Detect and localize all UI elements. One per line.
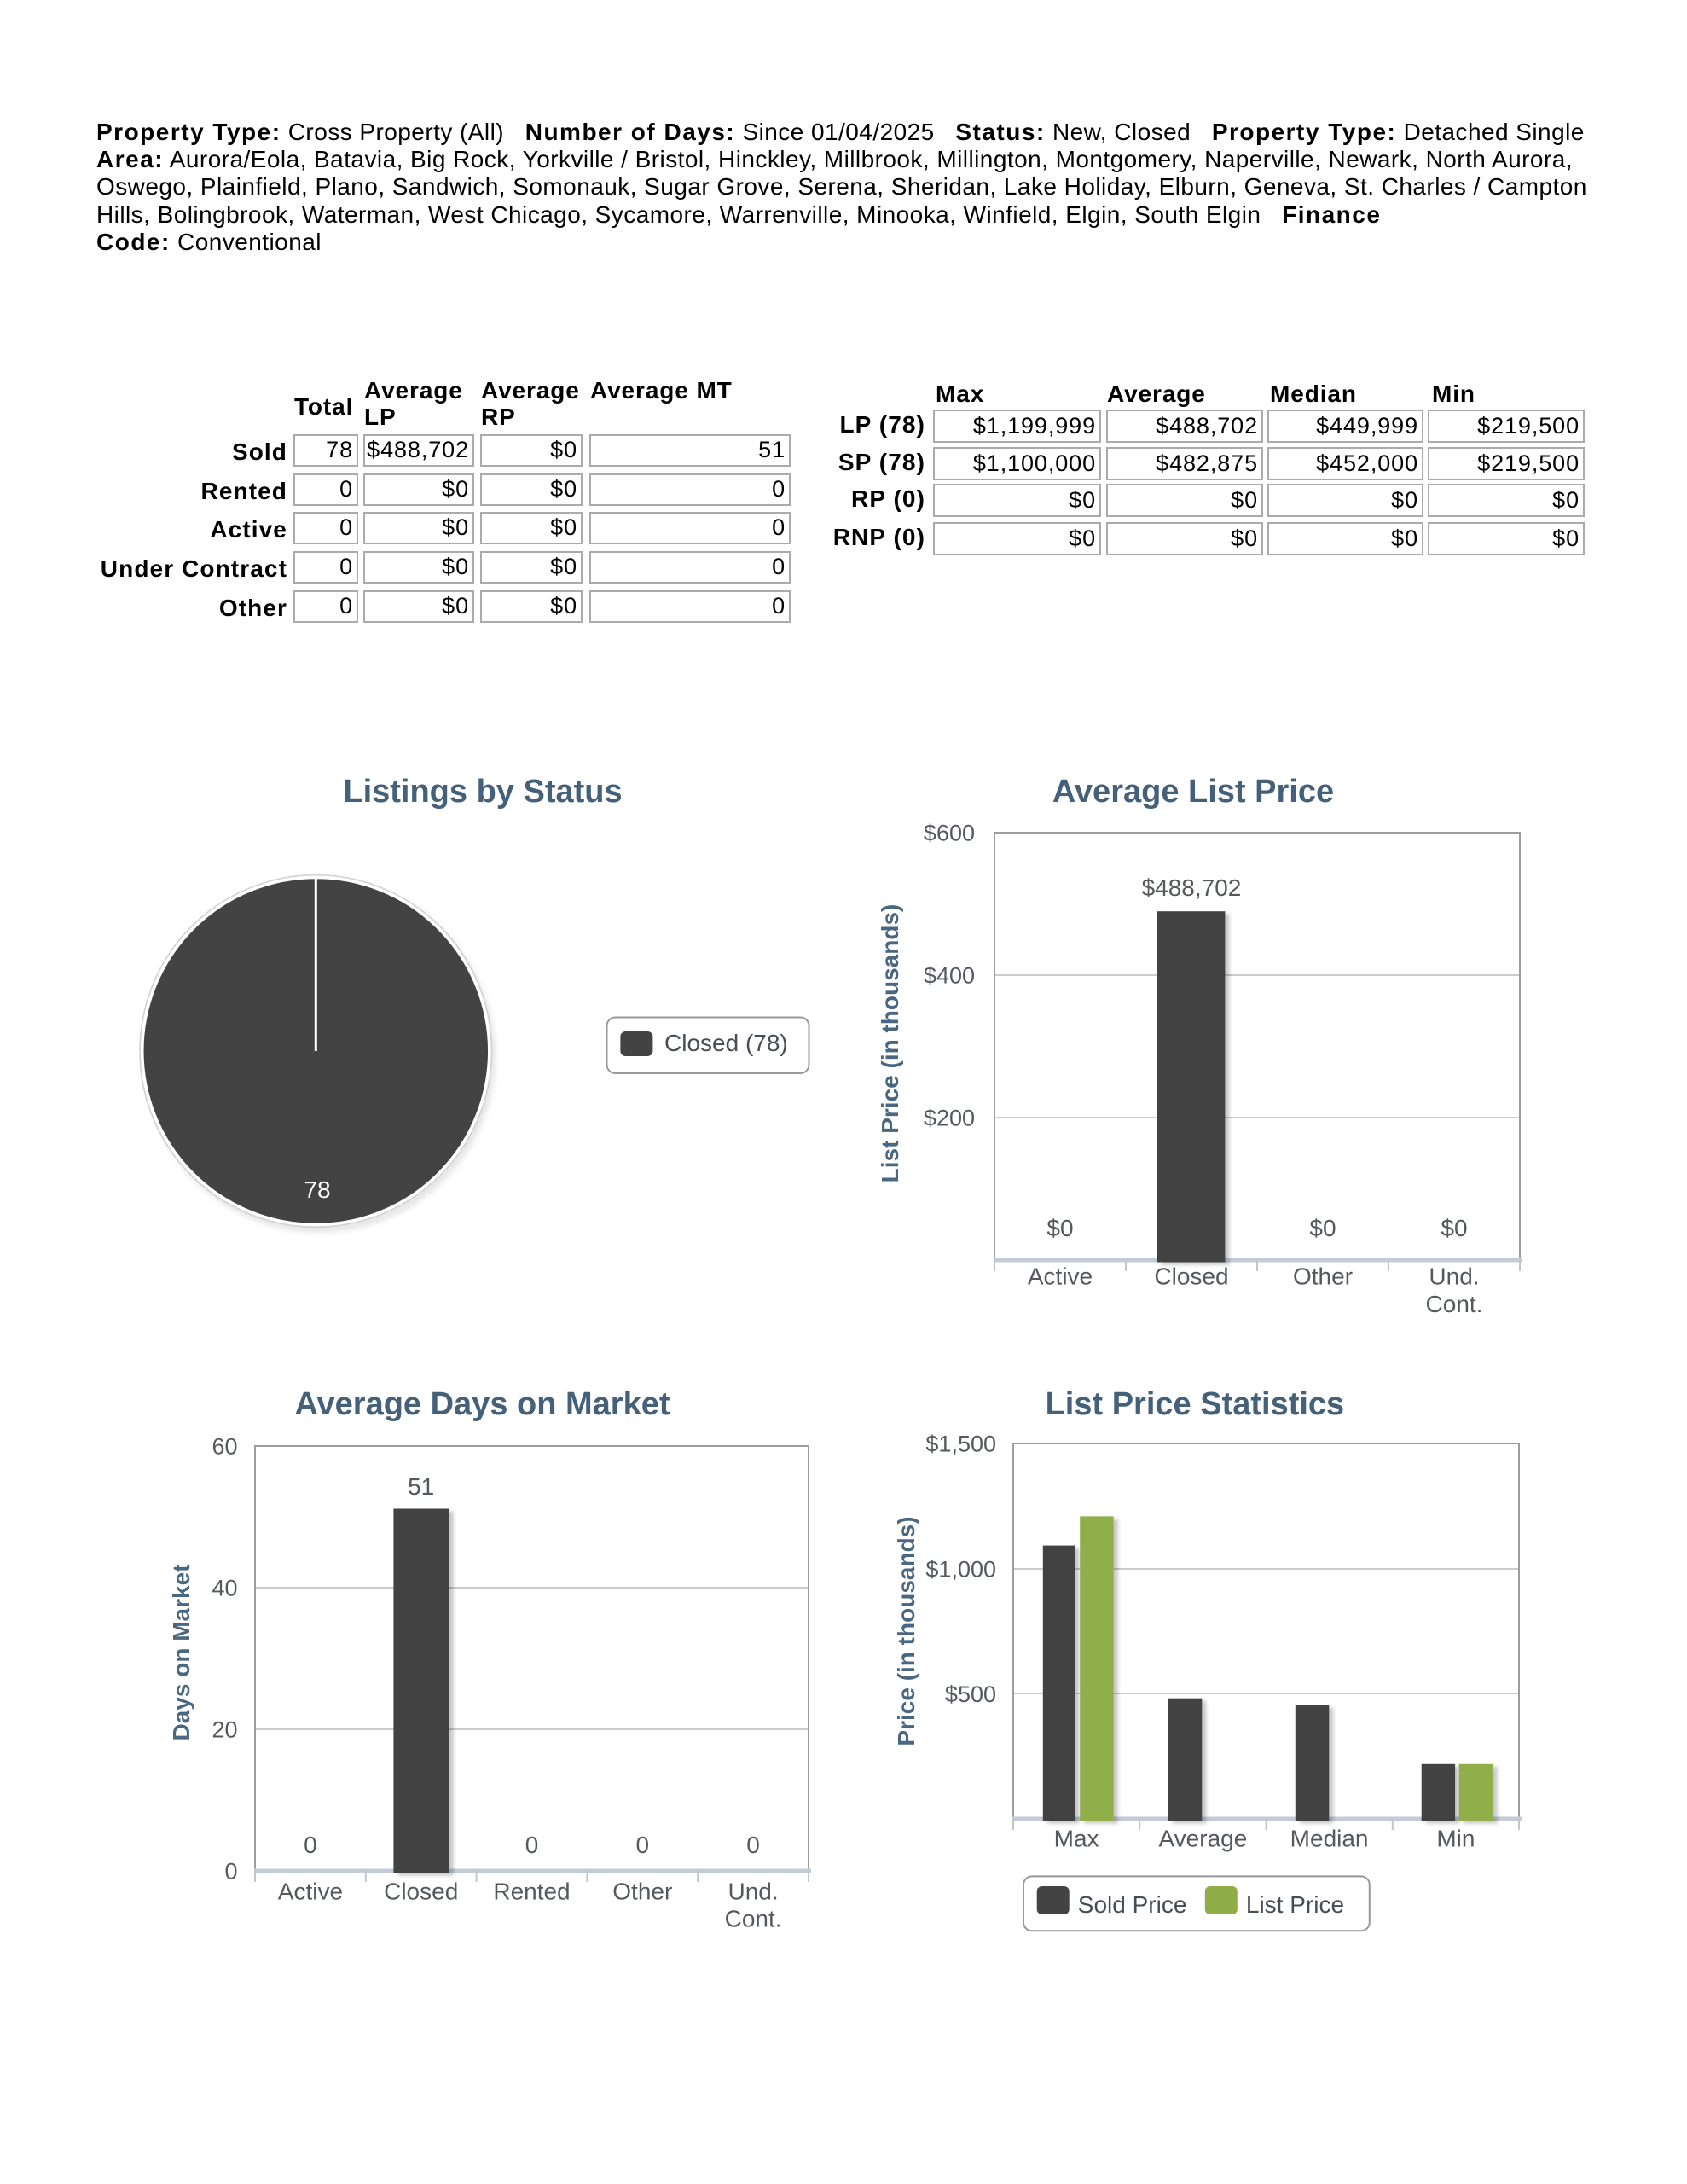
svg-text:Max: Max [1054, 1825, 1099, 1851]
svg-text:$0: $0 [1441, 1215, 1467, 1241]
svg-text:$1,000: $1,000 [925, 1556, 996, 1582]
svg-text:51: 51 [408, 1473, 434, 1500]
svg-text:78: 78 [304, 1176, 330, 1203]
svg-text:Price (in thousands): Price (in thousands) [893, 1516, 919, 1745]
svg-text:Other: Other [1293, 1263, 1353, 1290]
svg-text:0: 0 [636, 1832, 650, 1858]
svg-text:$488,702: $488,702 [1142, 874, 1242, 901]
svg-text:Average: Average [1159, 1825, 1248, 1851]
svg-text:$400: $400 [924, 963, 975, 989]
svg-text:Average Days on Market: Average Days on Market [294, 1386, 670, 1422]
svg-text:20: 20 [212, 1717, 237, 1743]
svg-text:Average List Price: Average List Price [1052, 774, 1334, 810]
svg-text:$600: $600 [924, 821, 975, 846]
svg-text:Und.: Und. [728, 1879, 779, 1905]
svg-text:$1,500: $1,500 [925, 1432, 996, 1457]
svg-text:Und.: Und. [1429, 1263, 1479, 1290]
svg-text:List Price Statistics: List Price Statistics [1046, 1386, 1345, 1422]
svg-text:Other: Other [612, 1879, 672, 1905]
svg-text:$500: $500 [945, 1682, 996, 1707]
svg-text:0: 0 [746, 1832, 760, 1858]
svg-text:Active: Active [1028, 1263, 1093, 1290]
svg-text:Sold Price: Sold Price [1078, 1891, 1187, 1918]
svg-text:Closed: Closed [1154, 1263, 1228, 1290]
svg-text:Median: Median [1290, 1825, 1369, 1851]
svg-text:Cont.: Cont. [1426, 1291, 1483, 1317]
svg-text:List Price: List Price [1246, 1891, 1344, 1918]
svg-text:0: 0 [224, 1859, 237, 1885]
svg-text:Rented: Rented [493, 1879, 570, 1905]
svg-text:Min: Min [1436, 1825, 1475, 1851]
svg-text:40: 40 [212, 1576, 237, 1601]
svg-text:Active: Active [278, 1879, 343, 1905]
svg-text:Closed (78): Closed (78) [664, 1030, 788, 1056]
svg-text:0: 0 [525, 1832, 539, 1858]
svg-text:List Price (in thousands): List Price (in thousands) [877, 904, 903, 1183]
svg-text:Cont.: Cont. [725, 1906, 782, 1932]
svg-text:0: 0 [304, 1832, 317, 1858]
svg-text:Closed: Closed [384, 1879, 458, 1905]
svg-text:60: 60 [212, 1434, 237, 1460]
svg-text:Days on Market: Days on Market [168, 1565, 194, 1741]
svg-text:Listings by Status: Listings by Status [343, 774, 622, 810]
svg-text:$0: $0 [1309, 1215, 1336, 1241]
svg-text:$200: $200 [924, 1106, 975, 1131]
svg-text:$0: $0 [1046, 1215, 1073, 1241]
